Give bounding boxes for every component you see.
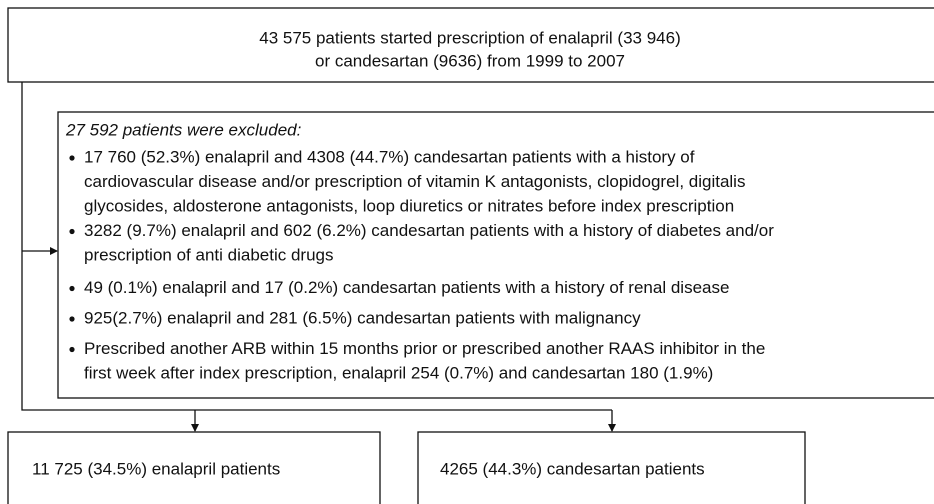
candesartan-label: 4265 (44.3%) candesartan patients: [440, 459, 705, 478]
excluded-line: Prescribed another ARB within 15 months …: [84, 339, 765, 358]
bullet: [69, 346, 75, 353]
excluded-heading: 27 592 patients were excluded:: [65, 120, 302, 139]
connector: [21, 82, 612, 411]
excluded-line: glycosides, aldosterone antagonists, loo…: [84, 196, 734, 215]
start-box: [7, 7, 934, 83]
excluded-box: [57, 111, 934, 399]
excluded-line: 49 (0.1%) enalapril and 17 (0.2%) candes…: [84, 278, 729, 297]
bullet: [69, 316, 75, 322]
start-line: 43 575 patients started prescription of …: [259, 28, 680, 47]
enalapril-label: 11 725 (34.5%) enalapril patients: [32, 459, 280, 478]
candesartan-box: [417, 431, 806, 504]
excluded-line: 925(2.7%) enalapril and 281 (6.5%) cande…: [84, 308, 641, 327]
enalapril-box: [7, 431, 381, 504]
bullet: [69, 228, 75, 235]
bullet: [69, 285, 75, 292]
excluded-line: 3282 (9.7%) enalapril and 602 (6.2%) can…: [84, 221, 774, 240]
excluded-line: first week after index prescription, ena…: [84, 363, 713, 382]
start-line: or candesartan (9636) from 1999 to 2007: [315, 51, 625, 70]
excluded-line: 17 760 (52.3%) enalapril and 4308 (44.7%…: [84, 147, 695, 166]
bullet: [69, 155, 75, 161]
excluded-content: 27 592 patients were excluded: 17 760 (5…: [65, 120, 774, 382]
excluded-line: prescription of anti diabetic drugs: [84, 245, 333, 264]
excluded-line: cardiovascular disease and/or prescripti…: [84, 172, 745, 191]
